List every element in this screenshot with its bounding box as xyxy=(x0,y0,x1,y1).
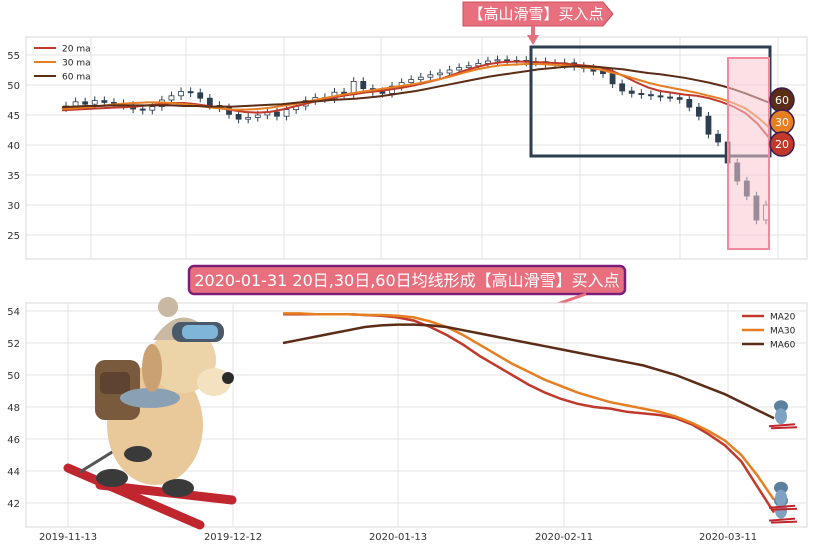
bottom-y-tick-label: 52 xyxy=(7,339,20,350)
candle-body xyxy=(168,95,175,101)
bottom-x-tick-label: 2020-03-11 xyxy=(699,532,757,543)
ma-end-badges: 60 30 20 xyxy=(769,87,795,157)
mini-skier-icon xyxy=(768,400,798,430)
top-callout-shape xyxy=(462,1,614,27)
candle-body xyxy=(638,93,645,96)
candle-body xyxy=(226,107,232,115)
candle-body xyxy=(149,106,156,111)
skier-dog-illustration xyxy=(63,297,237,530)
candle-body xyxy=(427,74,434,78)
bottom-legend: MA20 MA30 MA60 xyxy=(742,313,796,351)
top-y-tick-label: 45 xyxy=(7,111,20,122)
top-panel: 25 30 35 40 45 50 55 20 ma 30 ma 60 ma 60 30 20 【高… xyxy=(7,1,808,260)
highlight-box-pink xyxy=(727,57,770,250)
candle-body xyxy=(715,133,721,143)
top-line-30-ma xyxy=(61,63,771,129)
candle-body xyxy=(139,108,146,111)
top-line-60-ma xyxy=(61,65,771,109)
candle-body xyxy=(235,114,242,120)
top-legend-label: 30 ma xyxy=(62,59,91,69)
banner-box xyxy=(187,264,627,296)
candle-body xyxy=(628,90,635,94)
bottom-line-MA30 xyxy=(283,312,776,501)
bottom-panel: 42 44 46 48 50 52 54 2019-11-13 2019-12-12 2020-… xyxy=(7,297,808,543)
top-callout-text: 【高山滑雪】买入点 xyxy=(468,5,603,23)
candle-body xyxy=(91,100,98,105)
bottom-x-tick-label: 2020-02-11 xyxy=(535,532,593,543)
candle-body xyxy=(456,67,463,71)
candle-body xyxy=(437,72,443,76)
candle-body xyxy=(187,91,194,94)
candle-body xyxy=(197,92,204,99)
candle-body xyxy=(494,59,501,62)
top-ma-lines xyxy=(61,60,771,140)
banner: 2020-01-31 20日,30日,60日均线形成【高山滑雪】买入点 xyxy=(187,264,627,314)
mini-skier-icons xyxy=(768,400,798,524)
candle-body xyxy=(657,95,664,98)
mini-skier-icon xyxy=(768,481,798,511)
candle-body xyxy=(206,97,213,106)
candle-body xyxy=(609,73,616,85)
bottom-y-tick-label: 50 xyxy=(7,371,20,382)
candle-body xyxy=(619,83,626,92)
top-y-tick-label: 25 xyxy=(7,231,20,242)
candle-body xyxy=(101,100,108,103)
candle-body xyxy=(82,101,89,105)
top-plot-area xyxy=(25,36,808,260)
top-y-tick-label: 55 xyxy=(7,51,20,62)
top-callout-pointer xyxy=(527,26,539,45)
bottom-legend-label: MA20 xyxy=(770,313,796,323)
end-badge-label: 20 xyxy=(775,138,789,151)
banner-text: 2020-01-31 20日,30日,60日均线形成【高山滑雪】买入点 xyxy=(194,271,619,290)
top-callout: 【高山滑雪】买入点 xyxy=(462,1,614,45)
candle-body xyxy=(274,111,280,117)
bottom-legend-label: MA30 xyxy=(770,327,796,337)
top-y-axis: 25 30 35 40 45 50 55 xyxy=(7,51,20,242)
top-y-tick-label: 50 xyxy=(7,81,20,92)
end-badge-20 xyxy=(769,131,795,157)
top-legend: 20 ma 30 ma 60 ma xyxy=(34,45,91,83)
top-legend-label: 60 ma xyxy=(62,73,91,83)
candle-body xyxy=(360,81,367,90)
bottom-y-tick-label: 46 xyxy=(7,435,20,446)
bottom-y-tick-label: 54 xyxy=(7,307,20,318)
candle-body xyxy=(695,106,702,117)
bottom-x-axis: 2019-11-13 2019-12-12 2020-01-13 2020-02-11… xyxy=(39,532,757,543)
bottom-legend-label: MA60 xyxy=(770,341,796,351)
candle-body xyxy=(667,96,674,99)
candle-body xyxy=(245,117,252,120)
bottom-y-axis: 42 44 46 48 50 52 54 xyxy=(7,307,20,510)
candle-body xyxy=(446,69,453,74)
candle-body xyxy=(379,91,386,94)
top-y-tick-label: 30 xyxy=(7,201,20,212)
candle-body xyxy=(648,94,654,97)
bottom-ma-lines xyxy=(282,312,776,514)
candle-body xyxy=(408,79,415,83)
bottom-y-tick-label: 48 xyxy=(7,403,20,414)
candle-body xyxy=(283,109,290,117)
candlesticks xyxy=(63,55,769,225)
bottom-x-tick-label: 2020-01-13 xyxy=(369,532,427,543)
end-badge-label: 30 xyxy=(775,116,789,129)
end-badge-label: 60 xyxy=(775,94,789,107)
top-y-tick-label: 40 xyxy=(7,141,20,152)
top-legend-label: 20 ma xyxy=(62,45,91,55)
bottom-line-MA60 xyxy=(282,323,775,420)
candle-body xyxy=(705,115,712,135)
candle-body xyxy=(465,65,472,69)
candle-body xyxy=(254,114,261,118)
bottom-y-tick-label: 44 xyxy=(7,467,20,478)
candle-body xyxy=(72,101,79,107)
candle-body xyxy=(676,97,683,100)
bottom-x-tick-label: 2019-11-13 xyxy=(39,532,97,543)
candle-body xyxy=(417,76,424,80)
candle-body xyxy=(686,99,693,108)
bottom-x-tick-label: 2019-12-12 xyxy=(204,532,262,543)
top-y-tick-label: 35 xyxy=(7,171,20,182)
bottom-y-tick-label: 42 xyxy=(7,499,20,510)
candle-body xyxy=(178,91,184,97)
